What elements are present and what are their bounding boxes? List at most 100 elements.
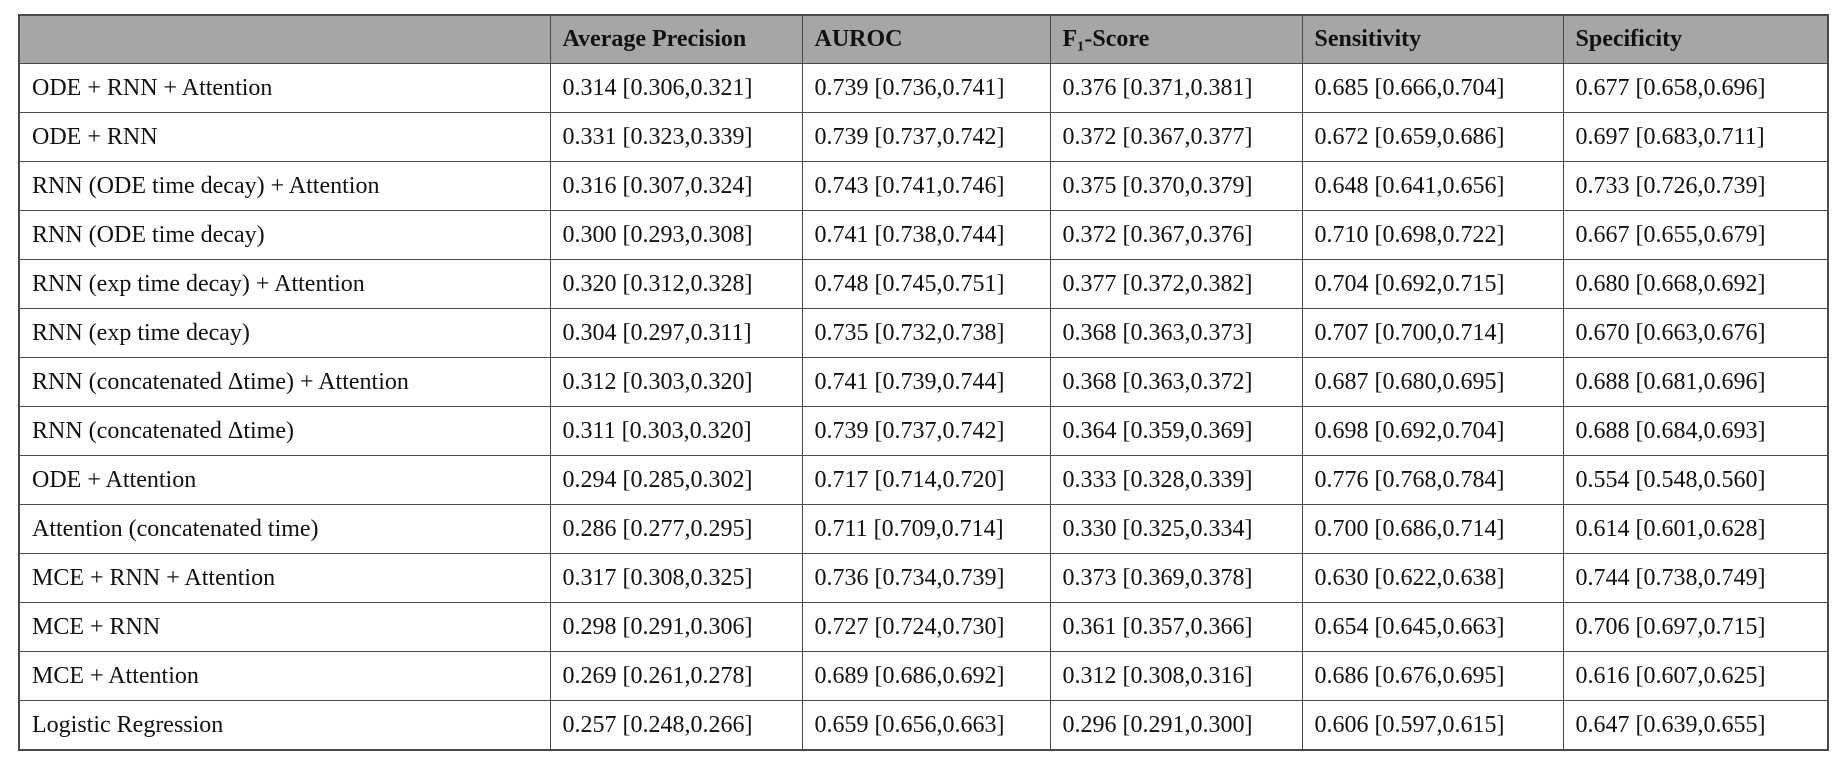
table-cell: 0.648 [0.641,0.656] — [1301, 161, 1564, 211]
table-row: RNN (ODE time decay) + Attention 0.316 [0… — [18, 161, 1829, 211]
row-label: RNN (concatenated Δtime) — [18, 406, 551, 456]
table-body: ODE + RNN + Attention 0.314 [0.306,0.321]… — [18, 63, 1829, 751]
table-cell: 0.704 [0.692,0.715] — [1301, 259, 1564, 309]
table-cell: 0.743 [0.741,0.746] — [801, 161, 1051, 211]
table-cell: 0.300 [0.293,0.308] — [549, 210, 803, 260]
table-cell: 0.298 [0.291,0.306] — [549, 602, 803, 652]
table-cell: 0.739 [0.736,0.741] — [801, 63, 1051, 113]
row-label: ODE + RNN — [18, 112, 551, 162]
table-cell: 0.667 [0.655,0.679] — [1562, 210, 1829, 260]
table-cell: 0.748 [0.745,0.751] — [801, 259, 1051, 309]
table-cell: 0.257 [0.248,0.266] — [549, 700, 803, 751]
table-row: ODE + RNN 0.331 [0.323,0.339] 0.739 [0.737… — [18, 112, 1829, 162]
row-label: RNN (exp time decay) — [18, 308, 551, 358]
table-cell: 0.304 [0.297,0.311] — [549, 308, 803, 358]
table-cell: 0.710 [0.698,0.722] — [1301, 210, 1564, 260]
table-cell: 0.286 [0.277,0.295] — [549, 504, 803, 554]
row-label: MCE + RNN + Attention — [18, 553, 551, 603]
column-header: Specificity — [1562, 14, 1829, 64]
column-header: Sensitivity — [1301, 14, 1564, 64]
row-label: ODE + Attention — [18, 455, 551, 505]
table-cell: 0.320 [0.312,0.328] — [549, 259, 803, 309]
row-label: ODE + RNN + Attention — [18, 63, 551, 113]
table-cell: 0.776 [0.768,0.784] — [1301, 455, 1564, 505]
table-cell: 0.361 [0.357,0.366] — [1049, 602, 1303, 652]
table-cell: 0.659 [0.656,0.663] — [801, 700, 1051, 751]
table-cell: 0.736 [0.734,0.739] — [801, 553, 1051, 603]
table-cell: 0.697 [0.683,0.711] — [1562, 112, 1829, 162]
table-cell: 0.707 [0.700,0.714] — [1301, 308, 1564, 358]
corner-cell — [18, 14, 551, 64]
table-cell: 0.312 [0.308,0.316] — [1049, 651, 1303, 701]
table-row: ODE + Attention 0.294 [0.285,0.302] 0.717 … — [18, 455, 1829, 505]
table-row: RNN (exp time decay) 0.304 [0.297,0.311] 0… — [18, 308, 1829, 358]
table-cell: 0.373 [0.369,0.378] — [1049, 553, 1303, 603]
table-cell: 0.269 [0.261,0.278] — [549, 651, 803, 701]
table-cell: 0.606 [0.597,0.615] — [1301, 700, 1564, 751]
header-row: Average Precision AUROC F₁-Score Sensitivit… — [18, 14, 1829, 64]
table-cell: 0.727 [0.724,0.730] — [801, 602, 1051, 652]
table-cell: 0.741 [0.738,0.744] — [801, 210, 1051, 260]
table-cell: 0.689 [0.686,0.692] — [801, 651, 1051, 701]
table-row: RNN (ODE time decay) 0.300 [0.293,0.308] 0… — [18, 210, 1829, 260]
table-cell: 0.364 [0.359,0.369] — [1049, 406, 1303, 456]
table-cell: 0.688 [0.684,0.693] — [1562, 406, 1829, 456]
table-row: MCE + RNN + Attention 0.317 [0.308,0.325]… — [18, 553, 1829, 603]
table-cell: 0.739 [0.737,0.742] — [801, 406, 1051, 456]
row-label: Logistic Regression — [18, 700, 551, 751]
table-cell: 0.670 [0.663,0.676] — [1562, 308, 1829, 358]
table-cell: 0.733 [0.726,0.739] — [1562, 161, 1829, 211]
table-cell: 0.333 [0.328,0.339] — [1049, 455, 1303, 505]
table-row: RNN (concatenated Δtime) + Attention 0.31… — [18, 357, 1829, 407]
table-cell: 0.372 [0.367,0.376] — [1049, 210, 1303, 260]
table-cell: 0.685 [0.666,0.704] — [1301, 63, 1564, 113]
table-cell: 0.688 [0.681,0.696] — [1562, 357, 1829, 407]
row-label: Attention (concatenated time) — [18, 504, 551, 554]
results-table: Average Precision AUROC F₁-Score Sensitivit… — [18, 14, 1829, 751]
table-cell: 0.317 [0.308,0.325] — [549, 553, 803, 603]
table-cell: 0.311 [0.303,0.320] — [549, 406, 803, 456]
table-cell: 0.672 [0.659,0.686] — [1301, 112, 1564, 162]
table-cell: 0.717 [0.714,0.720] — [801, 455, 1051, 505]
table-cell: 0.375 [0.370,0.379] — [1049, 161, 1303, 211]
row-label: RNN (ODE time decay) — [18, 210, 551, 260]
table-row: MCE + Attention 0.269 [0.261,0.278] 0.689 … — [18, 651, 1829, 701]
table-cell: 0.331 [0.323,0.339] — [549, 112, 803, 162]
table-cell: 0.706 [0.697,0.715] — [1562, 602, 1829, 652]
row-label: MCE + RNN — [18, 602, 551, 652]
table-cell: 0.744 [0.738,0.749] — [1562, 553, 1829, 603]
row-label: RNN (exp time decay) + Attention — [18, 259, 551, 309]
table-cell: 0.677 [0.658,0.696] — [1562, 63, 1829, 113]
table-cell: 0.735 [0.732,0.738] — [801, 308, 1051, 358]
table-cell: 0.680 [0.668,0.692] — [1562, 259, 1829, 309]
table-cell: 0.376 [0.371,0.381] — [1049, 63, 1303, 113]
table-cell: 0.314 [0.306,0.321] — [549, 63, 803, 113]
table-cell: 0.372 [0.367,0.377] — [1049, 112, 1303, 162]
table-cell: 0.686 [0.676,0.695] — [1301, 651, 1564, 701]
table-cell: 0.294 [0.285,0.302] — [549, 455, 803, 505]
table-cell: 0.739 [0.737,0.742] — [801, 112, 1051, 162]
table-row: Logistic Regression 0.257 [0.248,0.266] 0.… — [18, 700, 1829, 751]
table-cell: 0.554 [0.548,0.560] — [1562, 455, 1829, 505]
table-cell: 0.700 [0.686,0.714] — [1301, 504, 1564, 554]
column-header: Average Precision — [549, 14, 803, 64]
table-row: RNN (concatenated Δtime) 0.311 [0.303,0.3… — [18, 406, 1829, 456]
table-cell: 0.687 [0.680,0.695] — [1301, 357, 1564, 407]
row-label: MCE + Attention — [18, 651, 551, 701]
table-cell: 0.630 [0.622,0.638] — [1301, 553, 1564, 603]
column-header: AUROC — [801, 14, 1051, 64]
row-label: RNN (concatenated Δtime) + Attention — [18, 357, 551, 407]
table-cell: 0.654 [0.645,0.663] — [1301, 602, 1564, 652]
table-cell: 0.316 [0.307,0.324] — [549, 161, 803, 211]
table-cell: 0.698 [0.692,0.704] — [1301, 406, 1564, 456]
table-row: RNN (exp time decay) + Attention 0.320 [0… — [18, 259, 1829, 309]
table-cell: 0.377 [0.372,0.382] — [1049, 259, 1303, 309]
table-cell: 0.647 [0.639,0.655] — [1562, 700, 1829, 751]
table-row: Attention (concatenated time) 0.286 [0.27… — [18, 504, 1829, 554]
table-row: ODE + RNN + Attention 0.314 [0.306,0.321]… — [18, 63, 1829, 113]
table-cell: 0.368 [0.363,0.373] — [1049, 308, 1303, 358]
table-cell: 0.616 [0.607,0.625] — [1562, 651, 1829, 701]
table-cell: 0.711 [0.709,0.714] — [801, 504, 1051, 554]
row-label: RNN (ODE time decay) + Attention — [18, 161, 551, 211]
